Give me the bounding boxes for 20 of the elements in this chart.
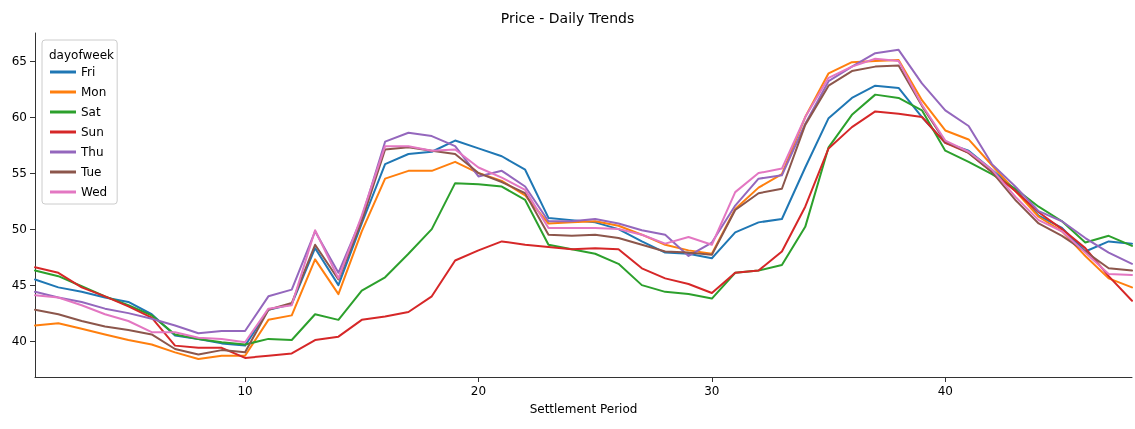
x-tick-label: 20 bbox=[470, 384, 487, 398]
legend-label: Fri bbox=[81, 65, 96, 79]
y-tick-label: 60 bbox=[11, 110, 27, 125]
x-tick-label: 40 bbox=[937, 384, 953, 398]
legend-label: Sun bbox=[81, 125, 104, 139]
x-axis-title: Settlement Period bbox=[529, 402, 638, 416]
x-tick-label: 30 bbox=[704, 384, 720, 398]
y-tick-label: 55 bbox=[11, 166, 27, 181]
y-tick-label: 45 bbox=[11, 278, 27, 293]
chart-title: Price - Daily Trends bbox=[500, 10, 635, 26]
x-tick-label: 10 bbox=[237, 384, 253, 398]
legend-label: Mon bbox=[81, 85, 107, 99]
legend-title: dayofweek bbox=[49, 48, 115, 62]
y-tick-label: 50 bbox=[11, 222, 27, 237]
legend-label: Tue bbox=[80, 165, 102, 179]
y-tick-label: 40 bbox=[11, 334, 27, 349]
legend-label: Thu bbox=[80, 145, 104, 159]
y-tick-label: 65 bbox=[11, 54, 27, 69]
legend-label: Wed bbox=[81, 185, 108, 199]
legend-label: Sat bbox=[81, 105, 101, 119]
